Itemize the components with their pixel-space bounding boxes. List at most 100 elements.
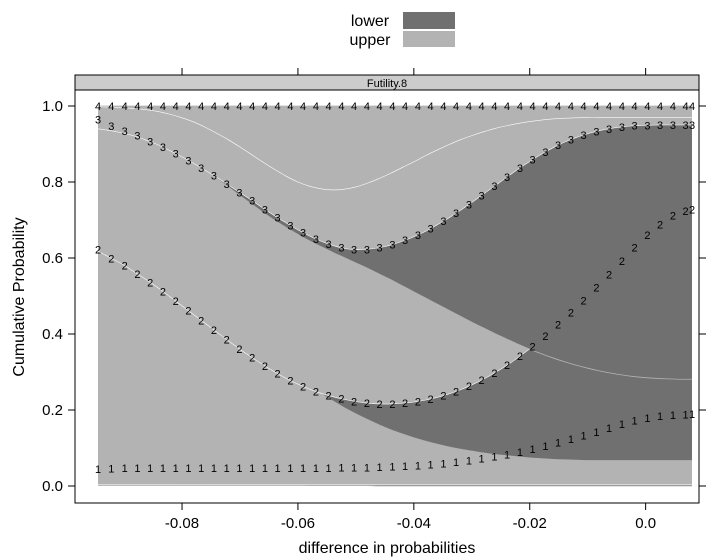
curve-label-4: 4	[211, 101, 217, 113]
y-tick-label: 0.2	[42, 402, 63, 419]
curve-label-4: 4	[262, 101, 268, 113]
curve-label-4: 4	[287, 101, 293, 113]
curve-label-1: 1	[173, 463, 179, 475]
curve-label-2: 2	[670, 211, 676, 223]
curve-label-4: 4	[542, 101, 548, 113]
curve-label-3: 3	[670, 120, 676, 132]
curve-label-1: 1	[683, 409, 689, 421]
curve-label-2: 2	[389, 399, 395, 411]
curve-label-3: 3	[287, 220, 293, 232]
curve-label-3: 3	[453, 208, 459, 220]
curve-label-2: 2	[326, 391, 332, 403]
curve-label-4: 4	[581, 101, 587, 113]
curve-label-1: 1	[689, 409, 695, 421]
curve-label-2: 2	[542, 331, 548, 343]
curve-label-1: 1	[491, 452, 497, 464]
curve-label-4: 4	[147, 101, 153, 113]
curve-label-1: 1	[338, 463, 344, 475]
curve-label-4: 4	[377, 101, 383, 113]
curve-label-3: 3	[95, 114, 101, 126]
curve-label-4: 4	[185, 101, 191, 113]
curve-label-1: 1	[555, 438, 561, 450]
curve-label-2: 2	[224, 335, 230, 347]
curve-label-4: 4	[632, 101, 638, 113]
curve-label-3: 3	[300, 228, 306, 240]
curve-label-2: 2	[300, 381, 306, 393]
curve-label-2: 2	[593, 283, 599, 295]
curve-label-4: 4	[689, 101, 695, 113]
curve-label-4: 4	[108, 101, 114, 113]
curve-label-1: 1	[440, 458, 446, 470]
legend-swatch-lower	[403, 12, 455, 29]
curve-label-2: 2	[108, 253, 114, 265]
curve-label-3: 3	[338, 243, 344, 255]
curve-label-4: 4	[364, 101, 370, 113]
curve-label-2: 2	[619, 256, 625, 268]
curve-label-1: 1	[504, 449, 510, 461]
curve-label-1: 1	[224, 463, 230, 475]
curve-label-4: 4	[517, 101, 523, 113]
curve-label-1: 1	[453, 457, 459, 469]
curve-label-3: 3	[689, 120, 695, 132]
plot-area	[97, 105, 693, 487]
curve-label-2: 2	[428, 394, 434, 406]
curve-label-1: 1	[466, 456, 472, 468]
y-tick-label: 1.0	[42, 98, 63, 115]
curve-label-1: 1	[657, 411, 663, 423]
curve-label-2: 2	[287, 376, 293, 388]
curve-label-1: 1	[593, 427, 599, 439]
curve-label-3: 3	[108, 121, 114, 133]
curve-label-1: 1	[619, 419, 625, 431]
curve-label-4: 4	[198, 101, 204, 113]
series-2-upper-line	[97, 244, 692, 461]
curve-label-4: 4	[428, 101, 434, 113]
curve-label-2: 2	[657, 219, 663, 231]
curve-label-3: 3	[479, 190, 485, 202]
curve-label-2: 2	[211, 325, 217, 337]
curve-label-2: 2	[351, 396, 357, 408]
curve-label-4: 4	[568, 101, 574, 113]
curve-label-4: 4	[300, 101, 306, 113]
curve-label-3: 3	[122, 126, 128, 138]
curve-label-2: 2	[249, 353, 255, 365]
curve-label-1: 1	[606, 423, 612, 435]
curve-label-1: 1	[530, 444, 536, 456]
curve-label-4: 4	[326, 101, 332, 113]
curve-label-1: 1	[287, 463, 293, 475]
curve-label-2: 2	[606, 269, 612, 281]
y-tick-label: 0.8	[42, 174, 63, 191]
curve-label-3: 3	[147, 137, 153, 149]
curve-label-2: 2	[555, 320, 561, 332]
curve-label-3: 3	[389, 240, 395, 252]
curve-label-2: 2	[466, 381, 472, 393]
curve-label-2: 2	[440, 391, 446, 403]
curve-label-4: 4	[173, 101, 179, 113]
curve-label-4: 4	[466, 101, 472, 113]
curve-label-3: 3	[415, 230, 421, 242]
curve-label-3: 3	[313, 234, 319, 246]
curve-label-2: 2	[415, 396, 421, 408]
curve-label-4: 4	[134, 101, 140, 113]
curve-label-1: 1	[326, 463, 332, 475]
curve-label-3: 3	[364, 244, 370, 256]
curve-label-3: 3	[326, 239, 332, 251]
curve-label-2: 2	[338, 394, 344, 406]
curve-label-2: 2	[160, 287, 166, 299]
series-3-lower-line	[97, 124, 692, 250]
curve-label-3: 3	[657, 120, 663, 132]
curve-label-1: 1	[568, 434, 574, 446]
curve-label-2: 2	[689, 204, 695, 216]
curve-label-4: 4	[491, 101, 497, 113]
curve-label-3: 3	[198, 163, 204, 175]
curve-label-3: 3	[173, 149, 179, 161]
curve-label-3: 3	[377, 243, 383, 255]
curve-label-1: 1	[122, 463, 128, 475]
curve-label-4: 4	[657, 101, 663, 113]
curve-label-2: 2	[377, 399, 383, 411]
legend-swatch-upper	[403, 31, 455, 47]
curve-label-4: 4	[224, 101, 230, 113]
curve-label-1: 1	[364, 462, 370, 474]
curve-label-2: 2	[683, 206, 689, 218]
curve-label-4: 4	[236, 101, 242, 113]
